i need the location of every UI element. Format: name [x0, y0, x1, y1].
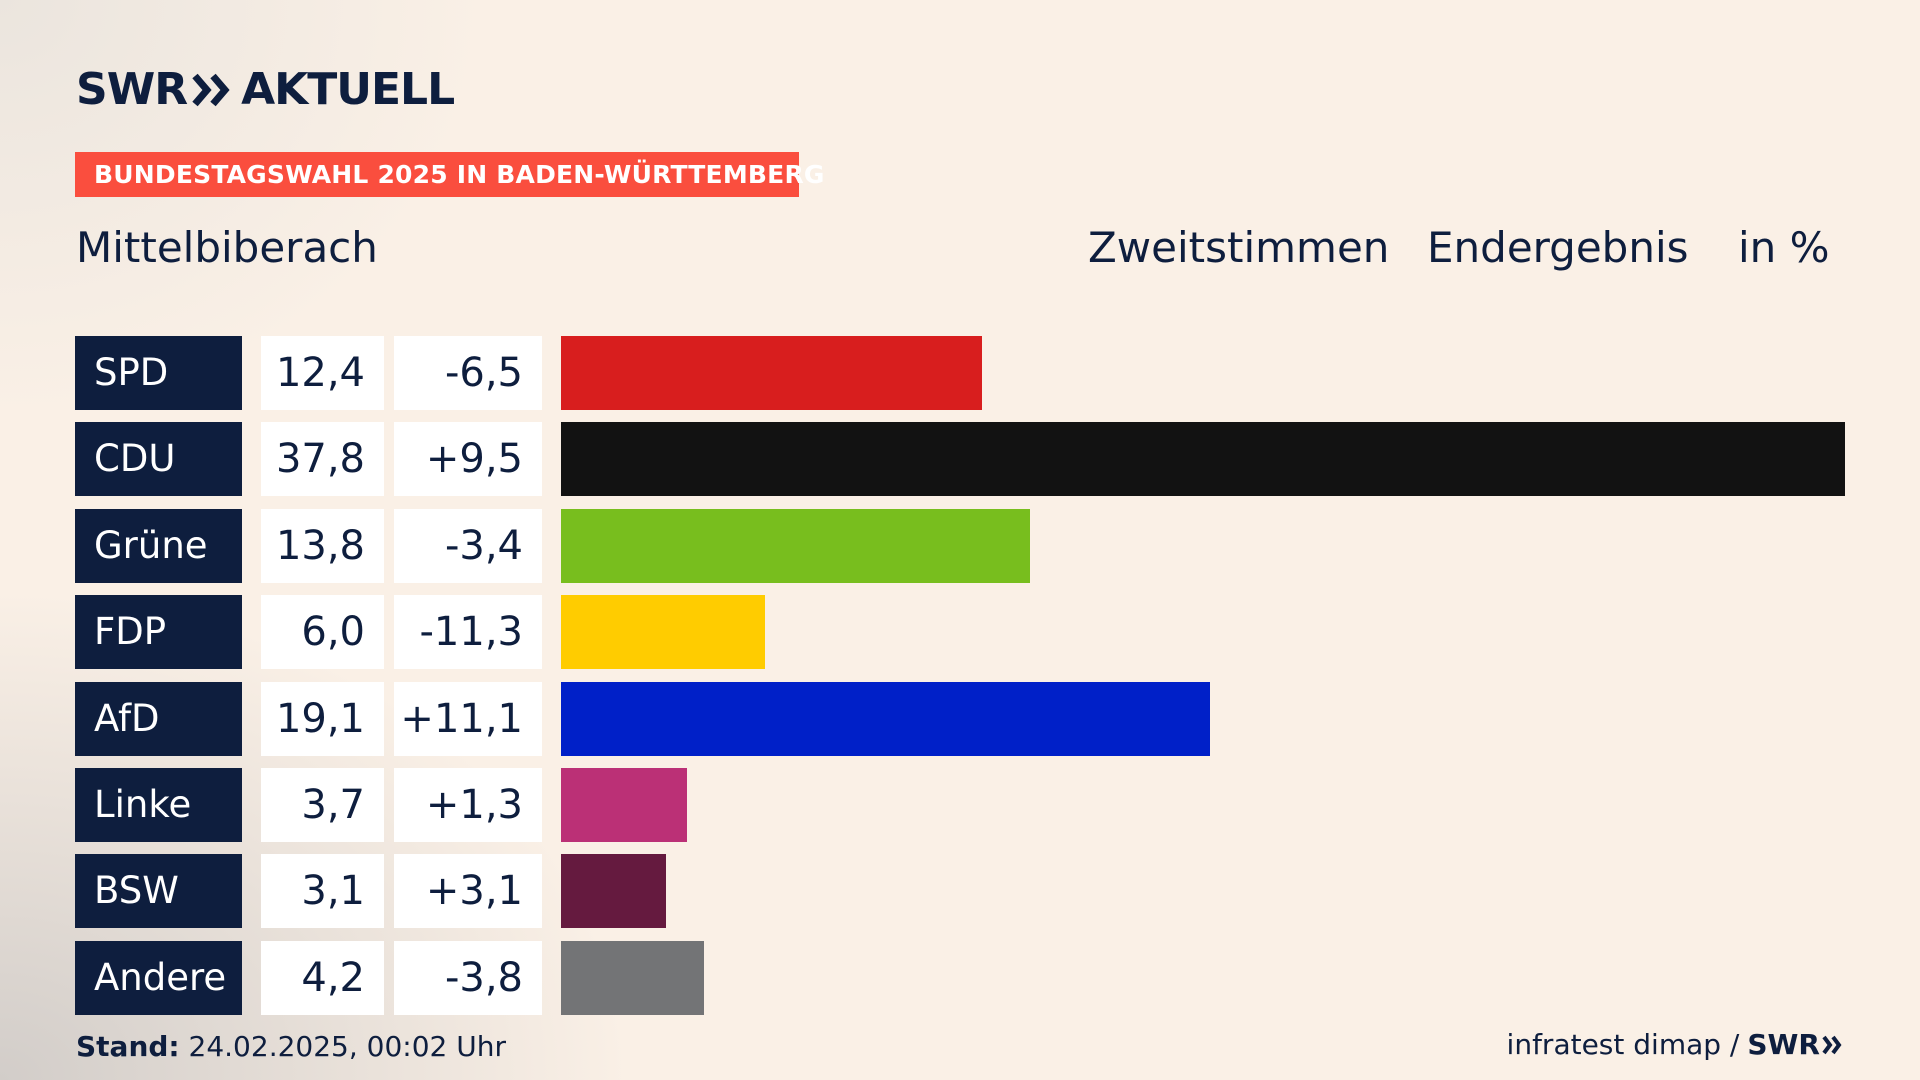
party-row: FDP 6,0 -11,3 — [0, 595, 1920, 670]
party-label: BSW — [75, 854, 242, 929]
party-value: 3,1 — [261, 854, 384, 929]
election-badge: BUNDESTAGSWAHL 2025 IN BADEN-WÜRTTEMBERG — [75, 152, 824, 197]
header-votes: Zweitstimmen — [1088, 223, 1390, 272]
party-row: BSW 3,1 +3,1 — [0, 854, 1920, 929]
party-value: 19,1 — [261, 681, 384, 756]
party-row: Linke 3,7 +1,3 — [0, 768, 1920, 842]
party-label: FDP — [75, 595, 242, 670]
party-bar — [561, 336, 982, 410]
party-row: CDU 37,8 +9,5 — [0, 422, 1920, 497]
party-row: SPD 12,4 -6,5 — [0, 336, 1920, 410]
party-row: AfD 19,1 +11,1 — [0, 681, 1920, 756]
party-value: 6,0 — [261, 595, 384, 670]
party-bar — [561, 681, 1210, 756]
party-label: AfD — [75, 681, 242, 756]
source-text: infratest dimap / — [1506, 1028, 1740, 1061]
header-unit: in % — [1738, 223, 1830, 272]
party-value: 4,2 — [261, 940, 384, 1015]
party-value: 12,4 — [261, 336, 384, 410]
footer-swr-text: SWR — [1747, 1028, 1820, 1061]
party-diff: +3,1 — [394, 854, 542, 929]
party-diff: -3,8 — [394, 940, 542, 1015]
party-bar — [561, 508, 1030, 583]
party-diff: +11,1 — [394, 681, 542, 756]
logo-aktuell-text: AKTUELL — [241, 64, 455, 115]
footer-double-chevron-icon — [1822, 1035, 1842, 1055]
party-diff: -11,3 — [394, 595, 542, 670]
party-diff: +1,3 — [394, 768, 542, 842]
party-value: 3,7 — [261, 768, 384, 842]
stand-value: 24.02.2025, 00:02 Uhr — [188, 1030, 506, 1063]
party-bar — [561, 595, 765, 670]
party-label: Grüne — [75, 508, 242, 583]
party-bar — [561, 422, 1845, 497]
party-bar — [561, 854, 666, 929]
party-diff: +9,5 — [394, 422, 542, 497]
party-label: Andere — [75, 940, 242, 1015]
party-label: SPD — [75, 336, 242, 410]
party-bar — [561, 768, 687, 842]
stand-label: Stand: — [76, 1030, 180, 1063]
footer-stand: Stand: 24.02.2025, 00:02 Uhr — [76, 1030, 506, 1064]
party-value: 37,8 — [261, 422, 384, 497]
party-value: 13,8 — [261, 508, 384, 583]
place-title: Mittelbiberach — [76, 223, 378, 272]
logo-swr-text: SWR — [76, 64, 188, 115]
party-label: CDU — [75, 422, 242, 497]
party-label: Linke — [75, 768, 242, 842]
party-row: Grüne 13,8 -3,4 — [0, 508, 1920, 583]
footer-source: infratest dimap / SWR — [1507, 1028, 1844, 1062]
party-diff: -3,4 — [394, 508, 542, 583]
header-status: Endergebnis — [1427, 223, 1689, 272]
party-bar — [561, 940, 704, 1015]
double-chevron-icon — [192, 73, 230, 107]
party-diff: -6,5 — [394, 336, 542, 410]
party-row: Andere 4,2 -3,8 — [0, 940, 1920, 1015]
swr-aktuell-logo: SWR AKTUELL — [76, 64, 455, 115]
